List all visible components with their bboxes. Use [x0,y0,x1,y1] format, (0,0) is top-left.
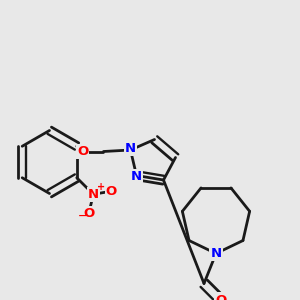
Text: O: O [83,207,94,220]
Text: N: N [88,188,99,201]
Text: O: O [77,145,88,158]
Text: N: N [131,170,142,184]
Text: O: O [106,185,117,198]
Text: −: − [77,211,87,221]
Text: N: N [125,142,136,155]
Text: +: + [97,182,105,192]
Text: O: O [215,293,226,300]
Text: N: N [210,247,222,260]
